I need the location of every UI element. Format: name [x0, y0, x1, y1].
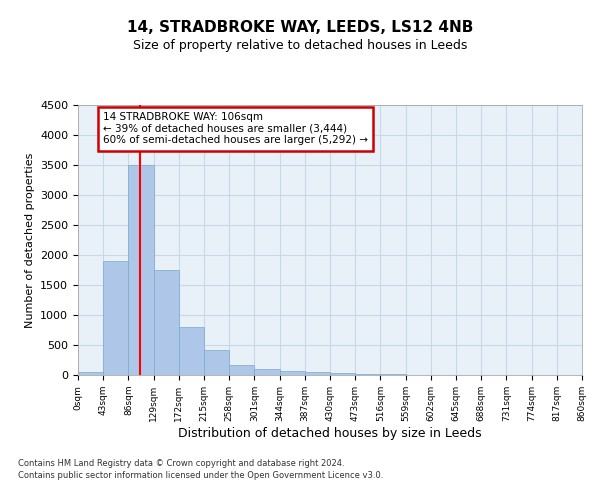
Bar: [103, 261, 128, 375]
Bar: [254, 369, 280, 375]
Bar: [305, 372, 330, 375]
Bar: [229, 364, 254, 375]
Bar: [128, 165, 154, 375]
Bar: [154, 270, 179, 375]
Bar: [280, 371, 305, 375]
Text: Size of property relative to detached houses in Leeds: Size of property relative to detached ho…: [133, 38, 467, 52]
Text: 14, STRADBROKE WAY, LEEDS, LS12 4NB: 14, STRADBROKE WAY, LEEDS, LS12 4NB: [127, 20, 473, 35]
Bar: [330, 372, 355, 375]
Text: Contains HM Land Registry data © Crown copyright and database right 2024.: Contains HM Land Registry data © Crown c…: [18, 459, 344, 468]
Y-axis label: Number of detached properties: Number of detached properties: [25, 152, 35, 328]
Bar: [179, 327, 204, 375]
X-axis label: Distribution of detached houses by size in Leeds: Distribution of detached houses by size …: [178, 426, 482, 440]
Text: 14 STRADBROKE WAY: 106sqm
← 39% of detached houses are smaller (3,444)
60% of se: 14 STRADBROKE WAY: 106sqm ← 39% of detac…: [103, 112, 368, 146]
Bar: [355, 374, 380, 375]
Bar: [380, 374, 406, 375]
Text: Contains public sector information licensed under the Open Government Licence v3: Contains public sector information licen…: [18, 470, 383, 480]
Bar: [78, 372, 103, 375]
Bar: [204, 350, 229, 375]
